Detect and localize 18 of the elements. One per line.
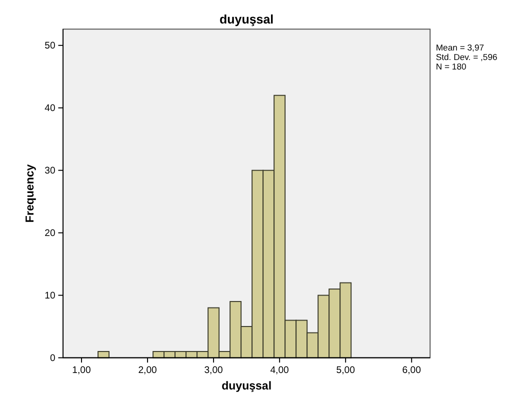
x-axis-title: duyuşsal bbox=[222, 380, 272, 392]
y-tick-label: 10 bbox=[44, 290, 56, 302]
y-tick-label: 30 bbox=[44, 166, 56, 177]
text: Std. Dev. = ,596 bbox=[436, 52, 498, 62]
chart-title: duyuşsal bbox=[220, 12, 274, 26]
y-axis-title: Frequency bbox=[24, 164, 36, 223]
y-tick-label: 20 bbox=[44, 228, 56, 240]
x-tick-label: 3,00 bbox=[204, 365, 223, 376]
x-tick-label: 2,00 bbox=[138, 365, 157, 376]
x-tick-label: 4,00 bbox=[270, 365, 289, 376]
x-tick-label: 1,00 bbox=[72, 365, 91, 376]
y-tick-label: 50 bbox=[44, 40, 56, 52]
text: N = 180 bbox=[436, 61, 467, 72]
text: Mean = 3,97 bbox=[436, 42, 484, 52]
x-tick-label: 6,00 bbox=[402, 365, 421, 376]
y-tick-label: 0 bbox=[50, 353, 56, 364]
y-tick-label: 40 bbox=[44, 103, 56, 114]
x-tick-label: 5,00 bbox=[336, 365, 355, 376]
